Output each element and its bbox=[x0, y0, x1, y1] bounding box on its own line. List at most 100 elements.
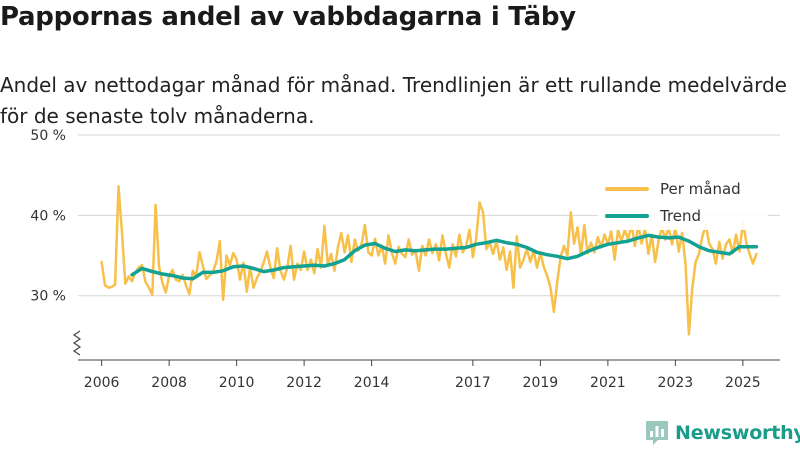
data-point-per-manad bbox=[647, 252, 650, 256]
data-point-per-manad bbox=[367, 251, 370, 254]
data-point-trend bbox=[596, 246, 599, 249]
data-point-trend bbox=[252, 267, 255, 270]
y-tick-label: 30 % bbox=[30, 289, 66, 305]
data-point-trend bbox=[687, 239, 690, 243]
data-point-per-manad bbox=[461, 251, 464, 254]
data-point-per-manad bbox=[272, 276, 275, 280]
data-point-per-manad bbox=[542, 265, 545, 268]
data-point-trend bbox=[525, 246, 528, 249]
data-point-per-manad bbox=[282, 278, 285, 281]
data-point-per-manad bbox=[141, 264, 144, 267]
data-point-per-manad bbox=[444, 252, 447, 256]
data-point-trend bbox=[444, 248, 447, 251]
data-point-per-manad bbox=[245, 290, 248, 293]
data-point-per-manad bbox=[657, 239, 660, 243]
data-point-trend bbox=[262, 270, 265, 273]
data-point-trend bbox=[232, 265, 235, 268]
newsworthy-brand[interactable]: Newsworthy bbox=[645, 418, 800, 448]
data-point-trend bbox=[272, 268, 275, 272]
data-point-per-manad bbox=[684, 262, 687, 265]
data-point-per-manad bbox=[610, 230, 613, 233]
data-point-per-manad bbox=[289, 244, 292, 247]
data-point-trend bbox=[755, 245, 758, 248]
data-point-per-manad bbox=[154, 203, 157, 207]
data-point-trend bbox=[353, 249, 356, 252]
data-point-per-manad bbox=[546, 274, 549, 277]
data-point-trend bbox=[505, 241, 508, 244]
newsworthy-label: Newsworthy bbox=[675, 422, 800, 444]
data-point-per-manad bbox=[178, 280, 181, 283]
data-point-trend bbox=[566, 257, 569, 260]
data-point-per-manad bbox=[353, 238, 356, 241]
data-point-trend bbox=[181, 276, 184, 280]
data-point-per-manad bbox=[222, 298, 225, 301]
data-point-per-manad bbox=[424, 254, 427, 257]
data-point-per-manad bbox=[738, 250, 741, 253]
data-point-trend bbox=[708, 249, 711, 252]
data-point-trend bbox=[201, 271, 204, 274]
x-tick-label: 2008 bbox=[151, 375, 187, 391]
data-point-per-manad bbox=[117, 185, 120, 188]
data-point-trend bbox=[454, 247, 458, 250]
data-point-trend bbox=[373, 242, 377, 245]
data-point-trend bbox=[677, 235, 680, 239]
data-point-trend bbox=[546, 253, 549, 256]
data-point-per-manad bbox=[505, 268, 508, 272]
data-point-trend bbox=[151, 270, 154, 273]
data-point-per-manad bbox=[120, 230, 123, 233]
data-point-trend bbox=[424, 248, 427, 252]
x-tick-label: 2014 bbox=[354, 375, 390, 391]
data-point-per-manad bbox=[701, 235, 704, 238]
y-tick-label: 50 % bbox=[30, 128, 66, 144]
data-point-trend bbox=[718, 251, 721, 254]
data-point-per-manad bbox=[184, 284, 188, 287]
data-point-per-manad bbox=[103, 284, 107, 287]
data-point-trend bbox=[748, 245, 751, 248]
data-point-per-manad bbox=[397, 245, 400, 248]
chart-subtitle: Andel av nettodagar månad för månad. Tre… bbox=[0, 73, 787, 128]
data-point-per-manad bbox=[370, 254, 373, 257]
data-point-trend bbox=[171, 274, 174, 277]
data-point-per-manad bbox=[171, 268, 174, 272]
data-point-per-manad bbox=[225, 254, 228, 257]
data-point-per-manad bbox=[481, 211, 485, 214]
data-point-trend bbox=[292, 265, 296, 268]
data-point-per-manad bbox=[313, 272, 316, 275]
data-point-per-manad bbox=[441, 234, 444, 237]
data-point-per-manad bbox=[384, 262, 387, 265]
data-point-per-manad bbox=[434, 243, 437, 246]
data-point-trend bbox=[495, 239, 498, 242]
data-point-trend bbox=[130, 273, 134, 276]
data-point-per-manad bbox=[262, 261, 265, 264]
data-point-per-manad bbox=[498, 258, 501, 261]
data-point-per-manad bbox=[728, 238, 731, 241]
data-point-trend bbox=[606, 243, 609, 246]
data-point-per-manad bbox=[336, 246, 339, 249]
x-tick-label: 2006 bbox=[84, 375, 120, 391]
chart-title: Pappornas andel av vabbdagarna i Täby bbox=[0, 2, 576, 32]
data-point-per-manad bbox=[427, 238, 431, 241]
newsworthy-logo-icon bbox=[646, 421, 668, 445]
data-point-per-manad bbox=[471, 256, 474, 259]
data-point-per-manad bbox=[522, 258, 525, 261]
data-point-per-manad bbox=[670, 243, 674, 246]
data-point-per-manad bbox=[296, 262, 299, 265]
data-point-trend bbox=[697, 245, 701, 248]
data-point-trend bbox=[586, 250, 589, 253]
data-point-per-manad bbox=[316, 248, 319, 251]
data-point-per-manad bbox=[127, 275, 130, 278]
data-point-per-manad bbox=[407, 238, 410, 241]
data-point-per-manad bbox=[708, 242, 711, 245]
data-point-per-manad bbox=[549, 286, 552, 289]
data-point-per-manad bbox=[556, 280, 559, 283]
data-point-per-manad bbox=[130, 280, 134, 283]
data-point-trend bbox=[434, 248, 437, 251]
data-point-trend bbox=[657, 235, 660, 239]
data-point-per-manad bbox=[724, 243, 728, 246]
data-point-per-manad bbox=[438, 259, 441, 262]
data-point-trend bbox=[556, 255, 559, 258]
data-point-per-manad bbox=[502, 246, 505, 249]
data-point-trend bbox=[323, 264, 326, 268]
data-point-per-manad bbox=[694, 260, 697, 264]
